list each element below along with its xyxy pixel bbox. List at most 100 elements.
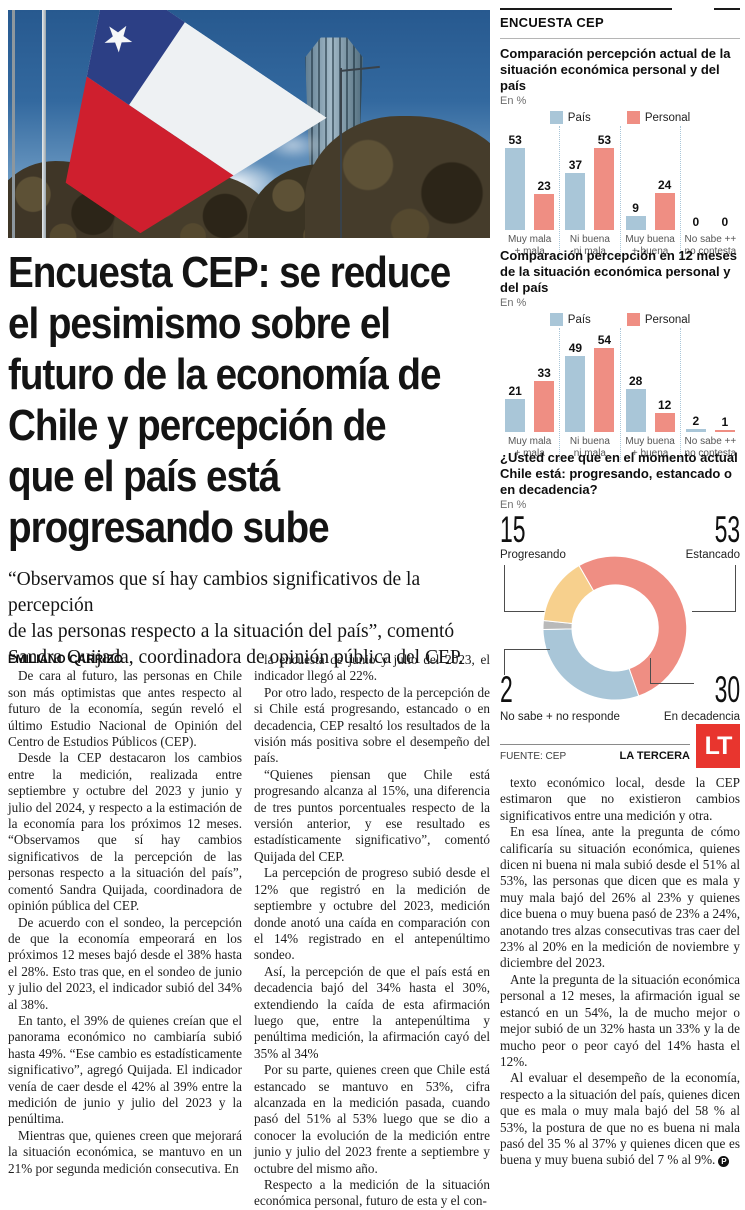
bar-value-label: 54 [597, 333, 612, 347]
legend-item: País [549, 313, 591, 326]
bar-value-label: 23 [537, 179, 551, 193]
bar-group: 0 0 No sabe ++ no contesta [679, 126, 740, 260]
text-line: Encuesta CEP: se reduce [8, 248, 451, 297]
donut-slice [542, 628, 640, 701]
newspaper-page: { "masthead": { "section_label": "ENCUES… [8, 8, 740, 1209]
category-label: Ni buena ni mala [569, 234, 610, 257]
category-label: No sabe ++ no contesta [684, 234, 737, 257]
bar [534, 381, 555, 432]
category-label: Muy buena + buena [625, 436, 675, 459]
body-column-3: texto económico local, desde la CEP esti… [500, 775, 740, 1169]
chart-title: Comparación percepción actual de la situ… [500, 46, 731, 93]
donut-value-progresando: 15 [500, 509, 526, 550]
body-paragraph: En esa línea, ante la pregunta de cómo c… [500, 824, 740, 971]
chart-legend: País Personal [500, 111, 740, 124]
bar-value-label: 24 [657, 178, 672, 192]
bar-value-label: 1 [721, 415, 729, 429]
bar-value-label: 53 [508, 133, 522, 147]
body-paragraph: Así, la percepción de que el país está e… [254, 963, 490, 1061]
tree [305, 116, 490, 238]
callout-line [504, 649, 505, 675]
category-label: Muy mala + mala [507, 436, 552, 459]
bar-chart-12-months: Comparación percepción en 12 meses de la… [500, 248, 740, 462]
rule [500, 744, 690, 745]
rule [714, 8, 740, 10]
bar-value-label: 0 [721, 215, 729, 229]
lead-photo: ★ [8, 10, 490, 238]
bar-group: 2 1 No sabe ++ no contesta [679, 328, 740, 462]
bar-group: 9 24 Muy buena + buena [619, 126, 680, 260]
category-label: No sabe ++ no contesta [684, 436, 737, 459]
bar-value-label: 53 [597, 133, 612, 147]
text-line: “Observamos que sí hay cambios significa… [8, 569, 421, 616]
bar-group: 53 23 Muy mala + mala [500, 126, 559, 260]
text-line: Sandra Quijada, coordinadora de opinión … [8, 647, 464, 668]
body-paragraph: Mientras que, quienes creen que mejorará… [8, 1127, 242, 1176]
bar-value-label: 0 [692, 215, 700, 229]
bar-chart-current-perception: Comparación percepción actual de la situ… [500, 46, 740, 260]
bar [565, 356, 586, 432]
callout-line [504, 611, 550, 612]
bar [534, 194, 555, 230]
newspaper-credit: LA TERCERA [619, 750, 690, 762]
body-paragraph: Por su parte, quienes creen que Chile es… [254, 1062, 490, 1176]
bar-value-label: 9 [632, 201, 639, 215]
donut-slice [578, 555, 688, 697]
bar [505, 399, 526, 432]
bar [505, 148, 526, 230]
donut-svg [542, 555, 688, 701]
bar-value-label: 2 [692, 414, 700, 428]
bar-plot: 21 33 Muy mala + mala 49 54 Ni buena ni mala 2… [500, 328, 740, 462]
callout-line [650, 683, 694, 684]
bar-value-label: 49 [568, 341, 583, 355]
donut-label-progresando: Progresando [500, 549, 566, 561]
chart-unit: En % [500, 297, 527, 309]
headline: Encuesta CEP: se reduce el pesimismo sobr… [8, 247, 490, 553]
chart-title: Comparación percepción en 12 meses de la… [500, 248, 737, 295]
flag-pole [12, 10, 15, 238]
legend-label: País [567, 111, 591, 124]
bar [594, 348, 615, 432]
section-label: ENCUESTA CEP [500, 15, 605, 30]
callout-line [650, 658, 651, 684]
bar-value-label: 28 [628, 374, 643, 388]
bar [625, 216, 646, 230]
callout-line [504, 649, 550, 650]
bar-value-label: 37 [568, 158, 583, 172]
donut-value-decadencia: 30 [714, 669, 740, 710]
body-paragraph: Respecto a la medición de la situación e… [254, 1177, 490, 1209]
rule [500, 38, 740, 39]
legend-item: Personal [626, 111, 690, 124]
callout-line [692, 611, 736, 612]
body-paragraph: De acuerdo con el sondeo, la percepción … [8, 914, 242, 1012]
text-line: de las personas respecto a la situación … [8, 621, 455, 642]
legend-swatch [626, 111, 640, 124]
flag-pole [42, 10, 46, 238]
body-paragraph: “Quienes piensan que Chile está progresa… [254, 766, 490, 864]
category-label: Muy mala + mala [507, 234, 552, 257]
donut-value-nosabe: 2 [500, 669, 513, 710]
donut-chart-progress: ¿Usted cree que en el momento actual Chi… [500, 450, 740, 735]
text-line: el pesimismo sobre el [8, 299, 391, 348]
body-paragraph: Desde la CEP destacaron los cambios entr… [8, 750, 242, 914]
bar [625, 389, 646, 432]
body-paragraph: Por otro lado, respecto de la percepción… [254, 684, 490, 766]
category-label: Muy buena + buena [625, 234, 675, 257]
end-mark: P [718, 1156, 730, 1168]
bar-value-label: 21 [508, 384, 522, 398]
donut-area: 15 Progresando 53 Estancado 2 No sabe + … [500, 509, 740, 735]
bar [714, 430, 735, 432]
callout-line [735, 565, 736, 611]
body-column-2: la encuesta de junio y julio del 2023, e… [254, 652, 490, 1210]
legend-label: Personal [644, 313, 691, 326]
donut-slice [542, 564, 595, 625]
bar-group: 21 33 Muy mala + mala [500, 328, 559, 462]
la-tercera-logo: LT [696, 724, 740, 768]
bar-group: 49 54 Ni buena ni mala [559, 328, 619, 462]
donut-value-estancado: 53 [714, 509, 740, 550]
donut-label-estancado: Estancado [685, 549, 740, 561]
flag-canton: ★ [52, 10, 185, 105]
text-line: futuro de la economía de [8, 350, 441, 399]
bar-value-label: 33 [537, 366, 551, 380]
body-paragraph: De cara al futuro, las personas en Chile… [8, 668, 242, 750]
